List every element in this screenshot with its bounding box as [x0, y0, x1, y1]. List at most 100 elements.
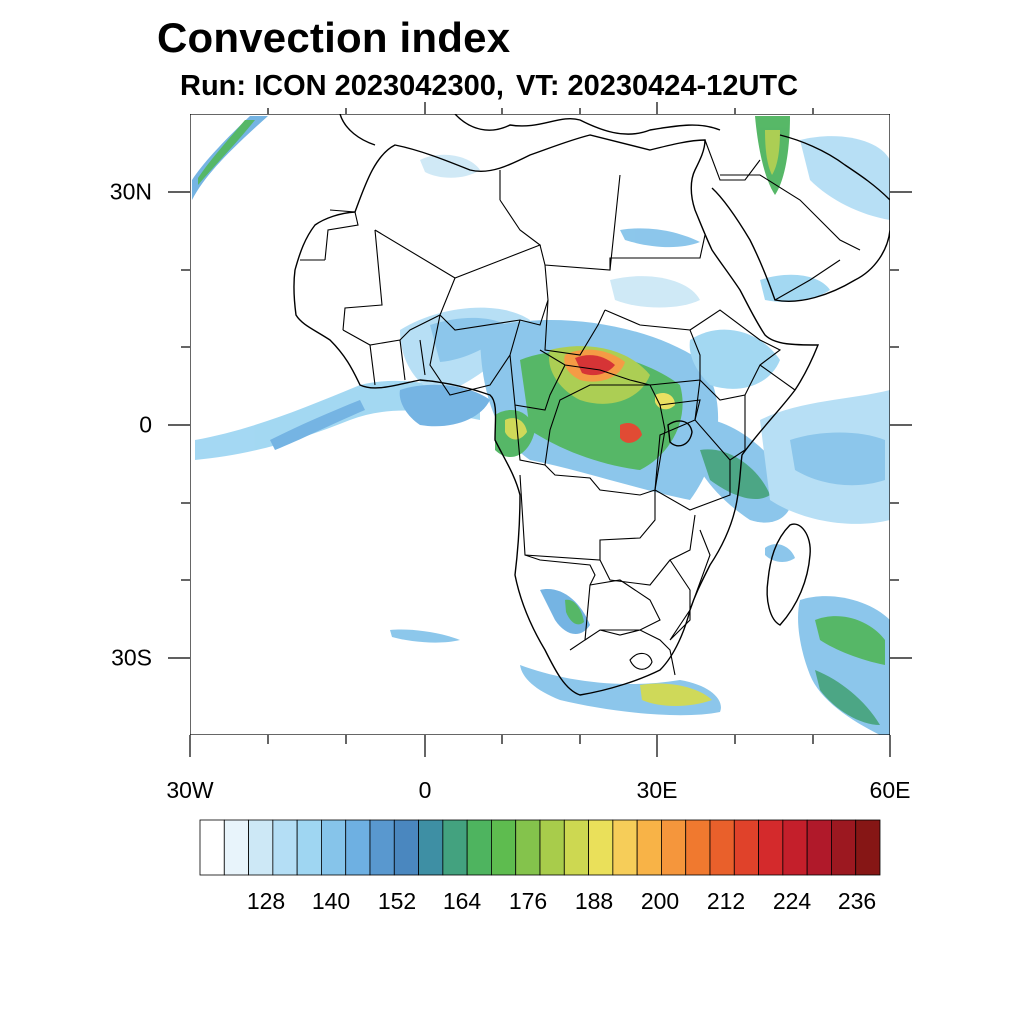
- border-west-africa: [342, 314, 441, 386]
- border-nigeria: [429, 314, 521, 396]
- border-morocco: [324, 209, 359, 261]
- colorbar-swatch: [442, 819, 468, 876]
- colorbar-swatch: [491, 819, 517, 876]
- colorbar-swatch: [296, 819, 322, 876]
- colorbar-tick-label: 200: [640, 888, 680, 914]
- colorbar-swatch: [515, 819, 541, 876]
- coastline-madagascar: [766, 523, 811, 626]
- colorbar-tick-label: 140: [311, 888, 351, 914]
- colorbar-tick-label: 188: [574, 888, 614, 914]
- border-cameroon: [509, 354, 566, 411]
- field-arabia: [800, 136, 890, 220]
- border-uganda-tanzania: [654, 399, 731, 511]
- field-gabon-core: [505, 418, 527, 440]
- colorbar-swatch: [418, 819, 444, 876]
- border-botswana: [589, 579, 661, 636]
- field-south-atlantic-streak: [390, 629, 460, 643]
- colorbar-tick-label: 224: [772, 888, 812, 914]
- border-zambia: [599, 514, 696, 586]
- colorbar-swatch: [539, 819, 565, 876]
- chart-subtitle: Run: ICON 2023042300, VT: 20230424-12UTC: [180, 70, 798, 103]
- colorbar-swatch: [466, 819, 492, 876]
- colorbar-swatch: [709, 819, 735, 876]
- field-guinea-coast: [399, 384, 490, 427]
- colorbar-swatch: [345, 819, 371, 876]
- coastline-arabia: [711, 134, 890, 302]
- field-sudan: [610, 276, 700, 308]
- colorbar-tick-label: 176: [508, 888, 548, 914]
- colorbar-swatch: [685, 819, 711, 876]
- colorbar-swatch: [733, 819, 759, 876]
- field-red-sea-core: [765, 130, 780, 175]
- colorbar-swatch: [782, 819, 808, 876]
- field-mozambique-channel: [815, 670, 880, 725]
- coastlines: [293, 114, 890, 696]
- field-east-africa-core: [700, 449, 770, 500]
- x-tick-label: 0: [418, 777, 432, 803]
- y-tick-label: 0: [139, 411, 152, 438]
- field-atlantic-nw-core: [198, 120, 255, 185]
- field-hotspot-2: [620, 423, 642, 443]
- coastline-iberia: [339, 114, 376, 146]
- valid-time-label: VT: 20230424-12UTC: [515, 70, 799, 102]
- field-hotspot-core: [575, 355, 615, 376]
- colorbar-swatch: [223, 819, 249, 876]
- coastline-africa: [293, 134, 820, 696]
- border-levant: [704, 139, 761, 181]
- y-tick-label: 30S: [111, 644, 152, 671]
- border-egypt-sudan: [609, 234, 706, 270]
- coastline-lake-victoria: [667, 420, 693, 447]
- chart-title: Convection index: [157, 14, 511, 61]
- colorbar-swatch: [855, 819, 881, 876]
- border-lesotho: [629, 652, 653, 670]
- field-eq-atlantic-core: [270, 400, 365, 450]
- colorbar-swatch: [369, 819, 395, 876]
- colorbar-swatch: [321, 819, 347, 876]
- colorbar: [199, 819, 881, 876]
- map-area: [190, 114, 890, 735]
- field-ethiopia: [689, 329, 780, 389]
- field-madagascar-se-core: [815, 616, 885, 665]
- colorbar-swatch: [831, 819, 857, 876]
- field-south-coast-core: [640, 683, 712, 706]
- colorbar-swatch: [393, 819, 419, 876]
- colorbar-swatch: [199, 819, 225, 876]
- border-car: [539, 349, 651, 386]
- field-namibia-core: [565, 599, 584, 625]
- border-mauritania: [300, 229, 383, 331]
- colorbar-tick-label: 152: [377, 888, 417, 914]
- colorbar-swatch: [563, 819, 589, 876]
- field-indian-ocean-core: [790, 432, 885, 486]
- border-drc: [544, 404, 666, 496]
- colorbar-swatch: [758, 819, 784, 876]
- colorbar-tick-label: 236: [837, 888, 877, 914]
- colorbar-tick-label: 164: [442, 888, 482, 914]
- run-label: Run: ICON 2023042300,: [180, 70, 504, 102]
- border-south-africa: [584, 629, 676, 676]
- colorbar-swatch: [588, 819, 614, 876]
- coastline-europe: [454, 114, 721, 135]
- colorbar-swatch: [248, 819, 274, 876]
- border-chad-sudan: [544, 299, 606, 356]
- border-congo: [514, 384, 661, 466]
- colorbar-swatch: [612, 819, 638, 876]
- border-libya: [499, 170, 621, 271]
- border-mozambique: [669, 529, 711, 641]
- border-ethiopia: [689, 309, 782, 401]
- colorbar-swatch: [272, 819, 298, 876]
- colorbar-tick-label: 212: [706, 888, 746, 914]
- border-saudi: [720, 174, 861, 301]
- country-borders: [300, 139, 861, 676]
- field-sahara-1: [420, 154, 480, 178]
- field-egypt-band: [620, 228, 700, 248]
- x-tick-label: 60E: [869, 777, 911, 803]
- y-tick-label: 30N: [109, 178, 152, 205]
- colorbar-swatch: [806, 819, 832, 876]
- x-tick-label: 30E: [636, 777, 678, 803]
- colorbar-swatch: [636, 819, 662, 876]
- axis-ticks: [168, 102, 912, 757]
- x-tick-label: 30W: [166, 777, 214, 803]
- border-south-sudan: [604, 309, 701, 386]
- border-somalia: [744, 364, 796, 450]
